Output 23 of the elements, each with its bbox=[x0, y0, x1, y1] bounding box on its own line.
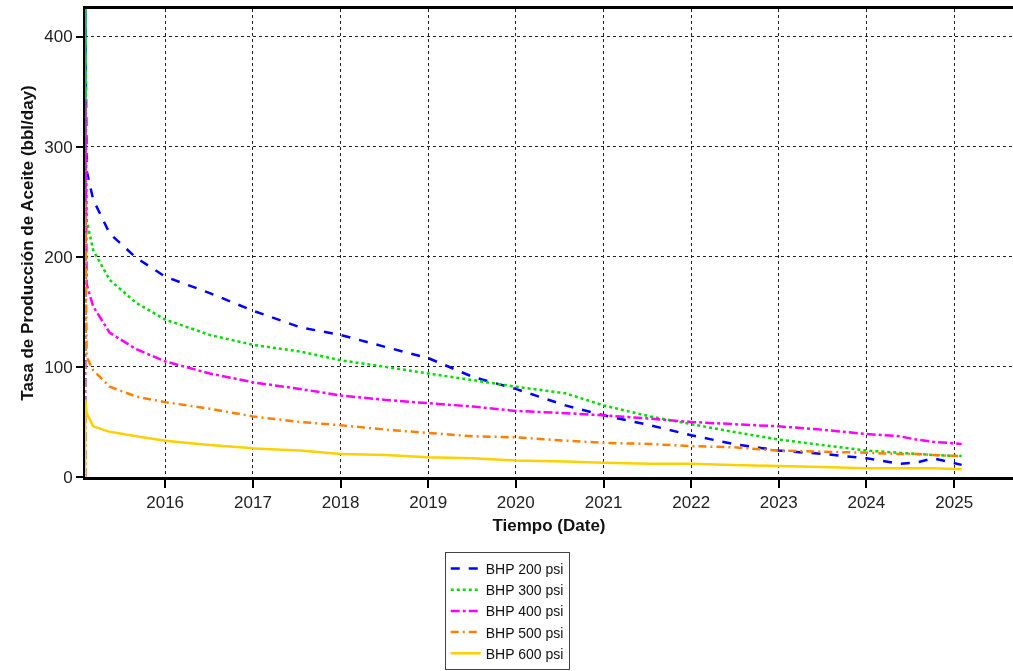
x-tick-label: 2020 bbox=[496, 493, 535, 513]
y-axis-title: Tasa de Producción de Aceite (bbl/day) bbox=[18, 85, 38, 401]
legend-label: BHP 300 psi bbox=[485, 582, 564, 599]
y-tick-label: 100 bbox=[44, 357, 73, 377]
y-tick-label: 200 bbox=[44, 247, 73, 267]
x-axis-title: Tiempo (Date) bbox=[492, 515, 606, 535]
y-tick-label: 400 bbox=[44, 27, 73, 47]
y-tick-label: 0 bbox=[63, 467, 73, 487]
x-tick-label: 2019 bbox=[409, 493, 448, 513]
line-series bbox=[85, 398, 963, 477]
x-tick-label: 2018 bbox=[321, 493, 360, 513]
x-tick-label: 2017 bbox=[234, 493, 272, 513]
x-tick-label: 2016 bbox=[146, 493, 185, 513]
x-tick-label: 2025 bbox=[935, 493, 974, 513]
x-tick-label: 2022 bbox=[672, 493, 711, 513]
legend-label: BHP 600 psi bbox=[485, 645, 564, 662]
legend-label: BHP 500 psi bbox=[485, 624, 564, 641]
y-tick-label: 300 bbox=[44, 137, 73, 157]
x-tick-label: 2023 bbox=[759, 493, 798, 513]
legend-label: BHP 200 psi bbox=[485, 560, 564, 577]
x-tick-label: 2021 bbox=[584, 493, 623, 513]
legend-label: BHP 400 psi bbox=[485, 603, 564, 620]
x-tick-label: 2024 bbox=[847, 493, 886, 513]
